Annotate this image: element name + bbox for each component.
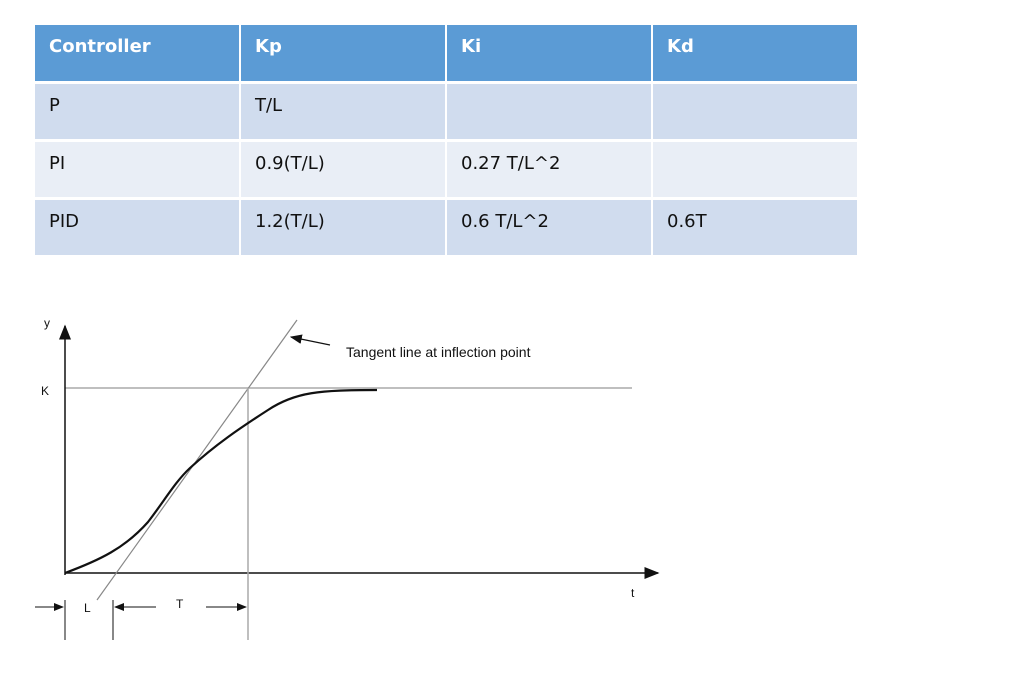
table-cell: Kd (653, 25, 857, 81)
table-cell: 0.6 T/L^2 (447, 197, 651, 255)
l-label: L (84, 601, 91, 615)
table-cell: Kp (241, 25, 445, 81)
table-cell: T/L (241, 81, 445, 139)
tangent-line (96, 319, 298, 601)
table-row: PI 0.9(T/L) 0.27 T/L^2 (35, 139, 857, 197)
table-cell: 0.9(T/L) (241, 139, 445, 197)
table-cell (653, 81, 857, 139)
annotation-arrow (289, 334, 331, 346)
table-cell: Ki (447, 25, 651, 81)
table-row: PID 1.2(T/L) 0.6 T/L^2 0.6T (35, 197, 857, 255)
tuning-table: Controller Kp Ki Kd P T/L PI 0.9(T/L) 0.27 T/L^2… (33, 25, 859, 255)
table-cell: 0.27 T/L^2 (447, 139, 651, 197)
table-cell: 0.6T (653, 197, 857, 255)
table-row: P T/L (35, 81, 857, 139)
table-cell (653, 139, 857, 197)
k-label: K (41, 384, 49, 398)
table-cell: P (35, 81, 239, 139)
T-label: T (176, 597, 184, 611)
table-cell: PID (35, 197, 239, 255)
table-cell (447, 81, 651, 139)
table-cell: PI (35, 139, 239, 197)
annotation: Tangent line at inflection point (346, 344, 531, 360)
response-curve (64, 388, 378, 575)
t-label: t (631, 586, 635, 600)
table-cell: 1.2(T/L) (241, 197, 445, 255)
table-cell: Controller (35, 25, 239, 81)
y-label: y (44, 316, 50, 330)
table-row: Controller Kp Ki Kd (35, 25, 857, 81)
